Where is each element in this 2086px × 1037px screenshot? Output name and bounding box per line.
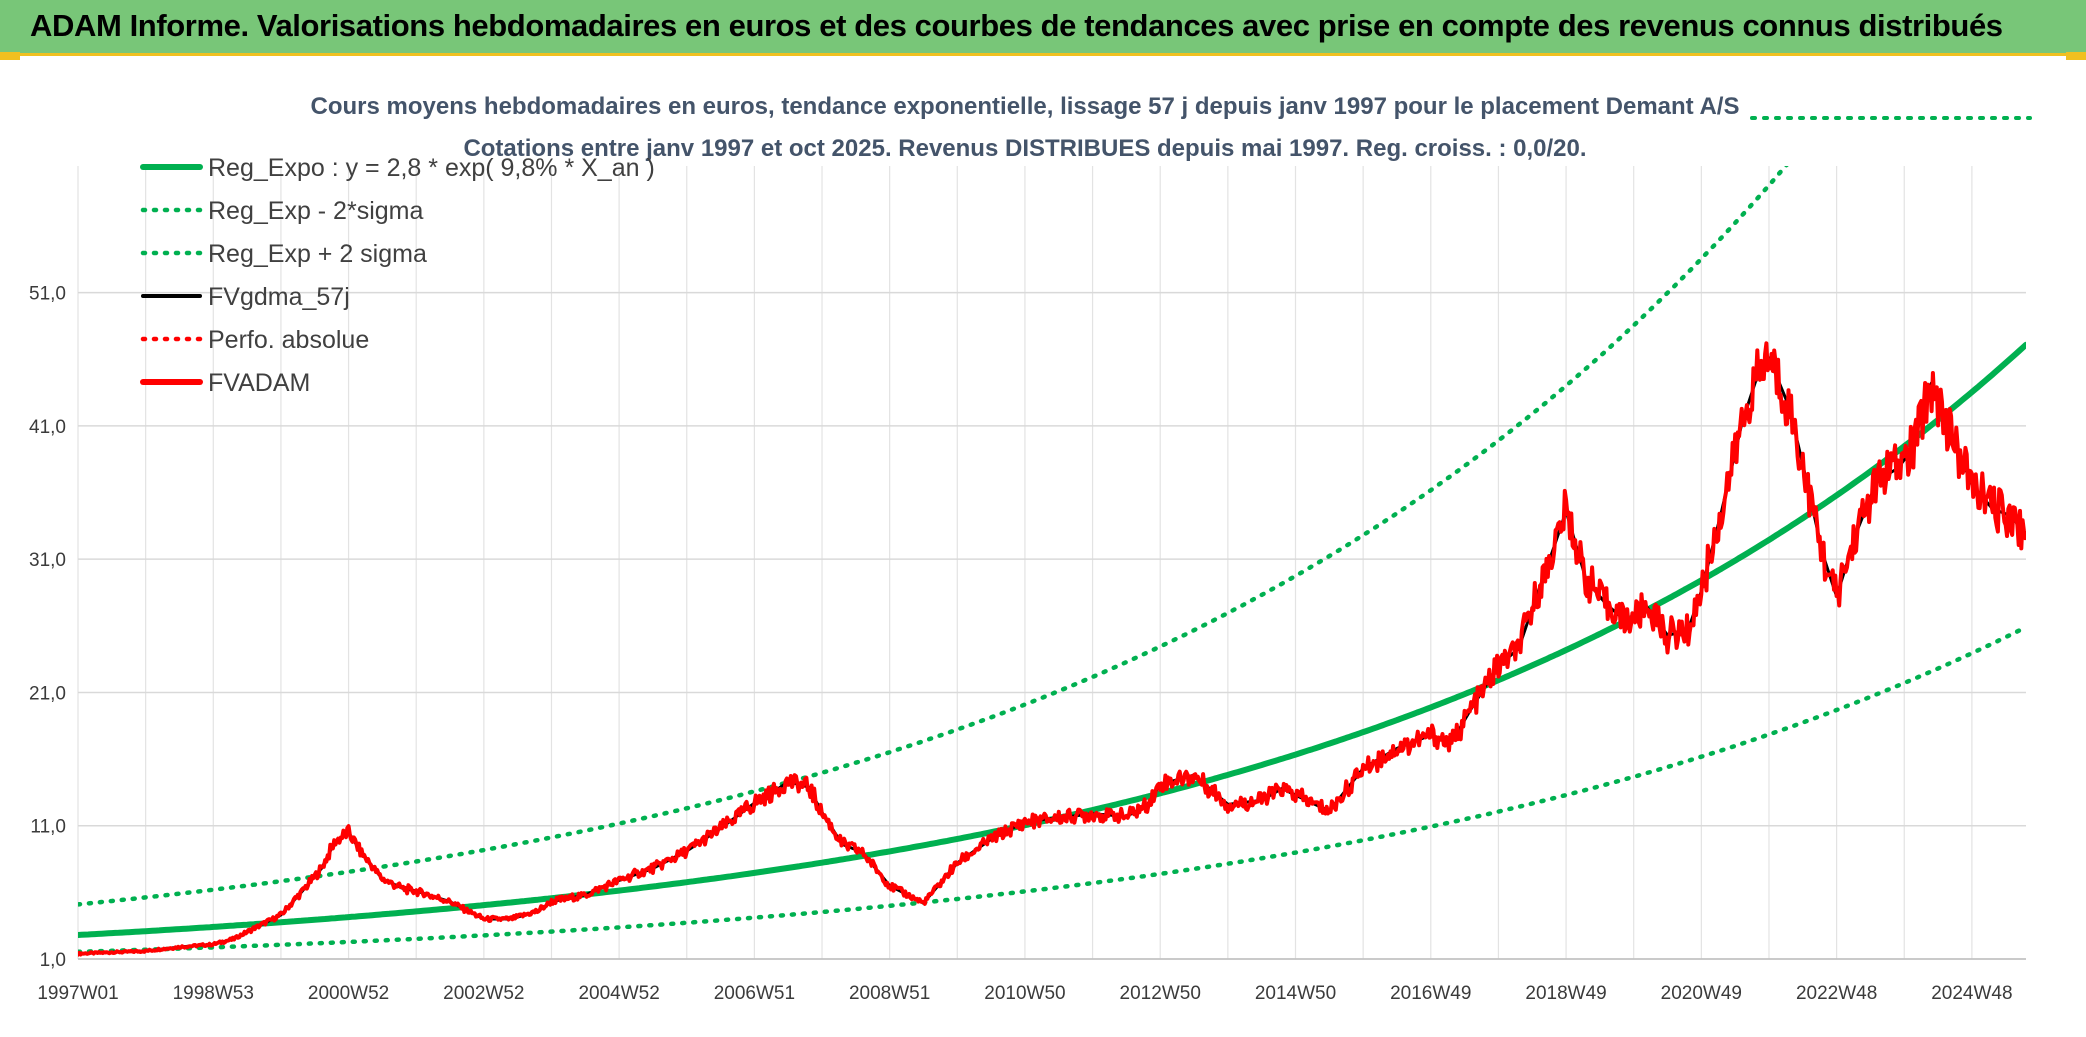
x-tick-label: 2004W52 bbox=[578, 983, 659, 1004]
subtitle-line-2: Cotations entre janv 1997 et oct 2025. R… bbox=[463, 135, 1586, 162]
x-tick-label: 2012W50 bbox=[1120, 983, 1201, 1004]
corner-accent-right bbox=[2066, 52, 2086, 60]
legend-label: Reg_Expo : y = 2,8 * exp( 9,8% * X_an ) bbox=[208, 154, 655, 182]
corner-accent-left bbox=[0, 52, 20, 60]
header-bar: ADAM Informe. Valorisations hebdomadaire… bbox=[0, 0, 2086, 56]
subtitle-line-1: Cours moyens hebdomadaires en euros, ten… bbox=[311, 93, 1740, 120]
y-tick-label: 41,0 bbox=[29, 417, 66, 438]
x-tick-label: 2014W50 bbox=[1255, 983, 1336, 1004]
series-layer bbox=[78, 166, 2026, 957]
series-line-5 bbox=[78, 341, 2026, 957]
chart-subtitle: Cours moyens hebdomadaires en euros, ten… bbox=[311, 93, 2032, 162]
x-tick-label: 2010W50 bbox=[984, 983, 1065, 1004]
x-tick-label: 2016W49 bbox=[1390, 983, 1471, 1004]
y-tick-label: 1,0 bbox=[40, 950, 66, 971]
x-tick-label: 2000W52 bbox=[308, 983, 389, 1004]
legend-label: Reg_Exp - 2*sigma bbox=[208, 197, 423, 225]
series-line-2 bbox=[78, 166, 1789, 907]
y-tick-label: 51,0 bbox=[29, 284, 66, 305]
x-tick-label: 2020W49 bbox=[1661, 983, 1742, 1004]
x-tick-label: 2024W48 bbox=[1931, 983, 2012, 1004]
x-tick-label: 2008W51 bbox=[849, 983, 930, 1004]
series-line-1 bbox=[78, 624, 2026, 955]
axes: 1,0 11,0 21,0 31,0 41,0 51,0 1997W01 1998W53 200… bbox=[29, 284, 2026, 1004]
legend-label: FVgdma_57j bbox=[208, 283, 350, 311]
x-tick-label: 2002W52 bbox=[443, 983, 524, 1004]
y-tick-label: 21,0 bbox=[29, 683, 66, 704]
x-tick-label: 1997W01 bbox=[37, 983, 118, 1004]
y-tick-label: 31,0 bbox=[29, 550, 66, 571]
x-tick-label: 1998W53 bbox=[173, 983, 254, 1004]
legend-label: FVADAM bbox=[208, 369, 310, 397]
legend-label: Reg_Exp + 2 sigma bbox=[208, 240, 427, 268]
x-tick-label: 2018W49 bbox=[1525, 983, 1606, 1004]
page-title: ADAM Informe. Valorisations hebdomadaire… bbox=[30, 8, 2003, 43]
y-tick-label: 11,0 bbox=[30, 817, 66, 838]
x-tick-label: 2006W51 bbox=[714, 983, 795, 1004]
chart: 1,0 11,0 21,0 31,0 41,0 51,0 1997W01 1998W53 200… bbox=[29, 93, 2032, 1004]
legend: Reg_Expo : y = 2,8 * exp( 9,8% * X_an ) R… bbox=[140, 154, 655, 397]
x-tick-label: 2022W48 bbox=[1796, 983, 1877, 1004]
legend-label: Perfo. absolue bbox=[208, 326, 369, 354]
